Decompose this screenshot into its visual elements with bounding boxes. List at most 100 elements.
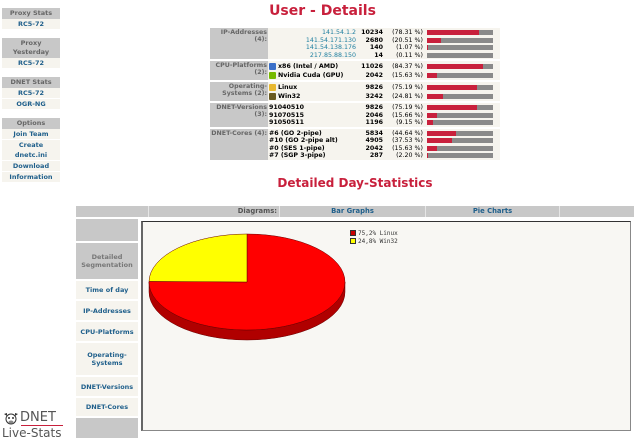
percent-bar-fill [427, 94, 444, 99]
sidebar-link[interactable]: Information [2, 172, 60, 183]
details-row: Win32 3242 (24.81 %) [269, 92, 500, 101]
row-percent: (2.20 %) [396, 152, 423, 160]
row-percent: (15.66 %) [392, 111, 423, 119]
pie-slice-win32 [148, 233, 248, 283]
nav-dnet-versions[interactable]: DNET-Versions [76, 377, 138, 398]
nav-dnet-cores[interactable]: DNET-Cores [76, 398, 138, 418]
row-percent: (84.37 %) [392, 63, 423, 70]
sidebar-group-header: Options [2, 118, 60, 129]
percent-bar [427, 105, 493, 111]
sidebar-link[interactable]: OGR-NG [2, 99, 60, 110]
day-statistics-title: Detailed Day-Statistics [277, 176, 433, 190]
sidebar-link[interactable]: Download [2, 161, 60, 172]
sidebar-link[interactable]: RC5-72 [2, 58, 60, 69]
row-name: 91040510 [269, 104, 357, 111]
chart-legend: 75,2% Linux 24,8% Win32 [350, 229, 398, 245]
sidebar-group: DNET Stats RC5-72 OGR-NG [2, 77, 60, 110]
nav-operating-systems[interactable]: Operating-Systems [76, 343, 138, 377]
row-name: 217.85.88.150 [269, 52, 357, 59]
details-section: CPU-Platforms (2): x86 (Intel / AMD) 11026… [210, 61, 500, 82]
row-percent: (1.07 %) [396, 44, 423, 52]
percent-bar [427, 112, 493, 118]
row-count: 9826 [365, 104, 383, 112]
sidebar-link[interactable]: RC5-72 [2, 88, 60, 99]
tab-bar-graphs[interactable]: Bar Graphs [279, 206, 425, 217]
section-label: DNET-Cores (4): [210, 128, 268, 160]
tab-pie-charts[interactable]: Pie Charts [425, 206, 559, 217]
row-count: 140 [369, 44, 383, 52]
sidebar: Proxy Stats RC5-72 Proxy Yesterday RC5-72 DN… [2, 8, 60, 191]
row-name-text: #7 (SGP 3-pipe) [269, 152, 326, 160]
row-name-text: 91040510 [269, 104, 305, 112]
row-count: 14 [374, 51, 383, 59]
row-percent: (37.53 %) [392, 137, 423, 145]
sidebar-group-header: Proxy Stats [2, 8, 60, 19]
row-count: 2042 [365, 72, 383, 79]
percent-bar [427, 37, 493, 43]
sidebar-group-header: Proxy Yesterday [2, 38, 60, 58]
sidebar-group: Proxy Stats RC5-72 [2, 8, 60, 30]
percent-bar [427, 94, 493, 99]
row-percent: (9.15 %) [396, 119, 423, 127]
row-count: 2042 [365, 144, 383, 152]
sidebar-group-header: DNET Stats [2, 77, 60, 88]
sidebar-link[interactable]: RC5-72 [2, 19, 60, 30]
percent-bar [427, 52, 493, 58]
segmentation-nav: Detailed Segmentation Time of day IP-Add… [76, 219, 138, 438]
row-name: #7 (SGP 3-pipe) [269, 152, 357, 159]
row-name-text: 141.54.138.176 [305, 44, 356, 52]
row-percent: (24.81 %) [392, 93, 423, 100]
percent-bar-fill [427, 112, 438, 118]
details-row: x86 (Intel / AMD) 11026 (84.37 %) [269, 62, 500, 71]
x86-cpu-icon [269, 63, 276, 70]
row-name: #10 (GO 2-pipe alt) [269, 137, 357, 144]
user-details-table: IP-Addresses (4): 141.54.1.2 10234 (78.31 %… [210, 28, 500, 162]
row-name: Nvidia Cuda (GPU) [269, 72, 357, 79]
row-count: 3242 [365, 93, 383, 100]
row-percent: (15.63 %) [392, 144, 423, 152]
nav-ip-addresses[interactable]: IP-Addresses [76, 301, 138, 322]
row-name-text: 91070515 [269, 111, 305, 119]
percent-bar-fill [427, 37, 441, 43]
percent-bar-fill [427, 85, 477, 90]
row-count: 1196 [365, 119, 383, 127]
section-label: Operating-Systems (2): [210, 82, 268, 101]
legend-swatch-yellow [350, 238, 356, 244]
row-count: 2680 [365, 36, 383, 44]
row-name-text: 141.54.171.130 [305, 36, 356, 44]
row-name-text: 217.85.88.150 [309, 51, 356, 59]
details-section: Operating-Systems (2): Linux 9826 (75.19 %)… [210, 82, 500, 103]
percent-bar-fill [427, 120, 434, 126]
percent-bar [427, 120, 493, 126]
section-content: #6 (GO 2-pipe) 5834 (44.64 %) #10 (GO 2-pip… [268, 128, 500, 160]
logo-live-stats-text: Live-Stats [2, 426, 62, 440]
percent-bar-fill [427, 130, 457, 136]
details-section: DNET-Cores (4): #6 (GO 2-pipe) 5834 (44.64 … [210, 128, 500, 162]
details-section: IP-Addresses (4): 141.54.1.2 10234 (78.31 %… [210, 28, 500, 61]
linux-tux-icon [269, 84, 276, 91]
details-row: 141.54.138.176 140 (1.07 %) [269, 44, 500, 52]
row-name: Linux [269, 84, 357, 91]
row-percent: (20.51 %) [392, 36, 423, 44]
sidebar-link[interactable]: Join Team [2, 129, 60, 140]
nav-time-of-day[interactable]: Time of day [76, 281, 138, 301]
detailed-segmentation-label: Detailed Segmentation [76, 243, 138, 281]
details-row: 217.85.88.150 14 (0.11 %) [269, 52, 500, 60]
row-count: 2046 [365, 111, 383, 119]
row-count: 4905 [365, 137, 383, 145]
percent-bar-fill [427, 105, 477, 111]
nvidia-gpu-icon [269, 72, 276, 79]
row-name-text: Win32 [278, 93, 301, 100]
row-name-text: 141.54.1.2 [321, 29, 356, 37]
details-section: DNET-Versions (3): 91040510 9826 (75.19 %) 9… [210, 103, 500, 129]
row-name: 141.54.1.2 [269, 29, 357, 36]
section-content: x86 (Intel / AMD) 11026 (84.37 %) Nvidia Cu… [268, 61, 500, 80]
details-row: 91040510 9826 (75.19 %) [269, 104, 500, 112]
legend-swatch-red [350, 230, 356, 236]
section-label: DNET-Versions (3): [210, 103, 268, 127]
row-count: 5834 [365, 129, 383, 137]
nav-cpu-platforms[interactable]: CPU-Platforms [76, 322, 138, 343]
sidebar-group: Proxy Yesterday RC5-72 [2, 38, 60, 69]
sidebar-link[interactable]: Create dnetc.ini [2, 140, 60, 161]
cow-logo-icon [4, 413, 18, 425]
